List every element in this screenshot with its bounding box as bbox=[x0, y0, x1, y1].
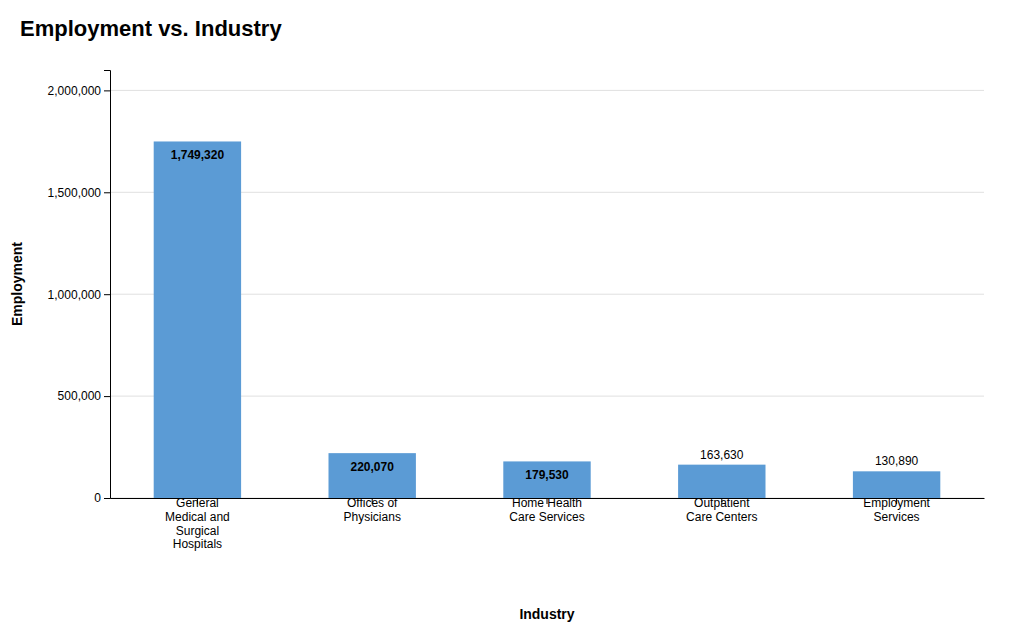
grid-line bbox=[110, 90, 984, 91]
x-tick-label: GeneralMedical andSurgicalHospitals bbox=[165, 496, 230, 551]
x-tick: Offices ofPhysicians bbox=[344, 496, 401, 524]
y-tick-label: 0 bbox=[94, 491, 101, 505]
x-tick: Home HealthCare Services bbox=[509, 496, 584, 524]
plot: 0 500,000 1,000,000 1,500,000 2,000,000 Gener… bbox=[48, 71, 985, 552]
y-tick-mark bbox=[104, 396, 110, 397]
title: Employment vs. Industry bbox=[20, 16, 282, 41]
y-tick-label: 500,000 bbox=[58, 389, 102, 403]
bar bbox=[154, 141, 241, 498]
bar bbox=[329, 453, 416, 498]
y-tick: 1,000,000 bbox=[48, 288, 110, 302]
data-label: 130,890 bbox=[875, 454, 919, 468]
x-tick-label: EmploymentServices bbox=[863, 496, 930, 524]
grid bbox=[110, 90, 984, 498]
y-axis: 0 500,000 1,000,000 1,500,000 2,000,000 bbox=[48, 71, 111, 506]
y-tick: 0 bbox=[94, 491, 110, 505]
x-tick: OutpatientCare Centers bbox=[686, 496, 757, 524]
y-tick-label: 2,000,000 bbox=[48, 84, 102, 98]
x-tick: GeneralMedical andSurgicalHospitals bbox=[165, 496, 230, 551]
y-axis-title: Employment bbox=[9, 242, 25, 326]
y-tick: 2,000,000 bbox=[48, 84, 110, 98]
data-label: 163,630 bbox=[700, 448, 744, 462]
bars bbox=[154, 141, 941, 498]
y-tick-label: 1,000,000 bbox=[48, 288, 102, 302]
y-tick-mark bbox=[104, 192, 110, 193]
chart: Employment vs. Industry 0 500,000 1,000,000… bbox=[0, 0, 1024, 633]
y-tick: 500,000 bbox=[58, 389, 110, 403]
y-tick-mark bbox=[104, 498, 110, 499]
x-axis: GeneralMedical andSurgicalHospitals Offic… bbox=[111, 496, 985, 551]
x-tick-label: Home HealthCare Services bbox=[509, 496, 584, 524]
y-tick: 1,500,000 bbox=[48, 186, 110, 200]
y-axis-line bbox=[104, 71, 111, 499]
x-axis-title: Industry bbox=[519, 606, 574, 622]
data-label: 220,070 bbox=[351, 460, 395, 474]
y-tick-mark bbox=[104, 294, 110, 295]
x-tick-label: Offices ofPhysicians bbox=[344, 496, 401, 524]
y-tick-mark bbox=[104, 90, 110, 91]
x-tick-label: OutpatientCare Centers bbox=[686, 496, 757, 524]
x-tick: EmploymentServices bbox=[863, 496, 930, 524]
bar bbox=[853, 471, 940, 498]
bar bbox=[678, 465, 765, 498]
data-label: 1,749,320 bbox=[171, 148, 225, 162]
data-labels: 1,749,320 220,070 179,530 163,630 130,890 bbox=[171, 148, 919, 482]
y-tick-label: 1,500,000 bbox=[48, 186, 102, 200]
bar bbox=[503, 461, 590, 498]
data-label: 179,530 bbox=[525, 468, 569, 482]
